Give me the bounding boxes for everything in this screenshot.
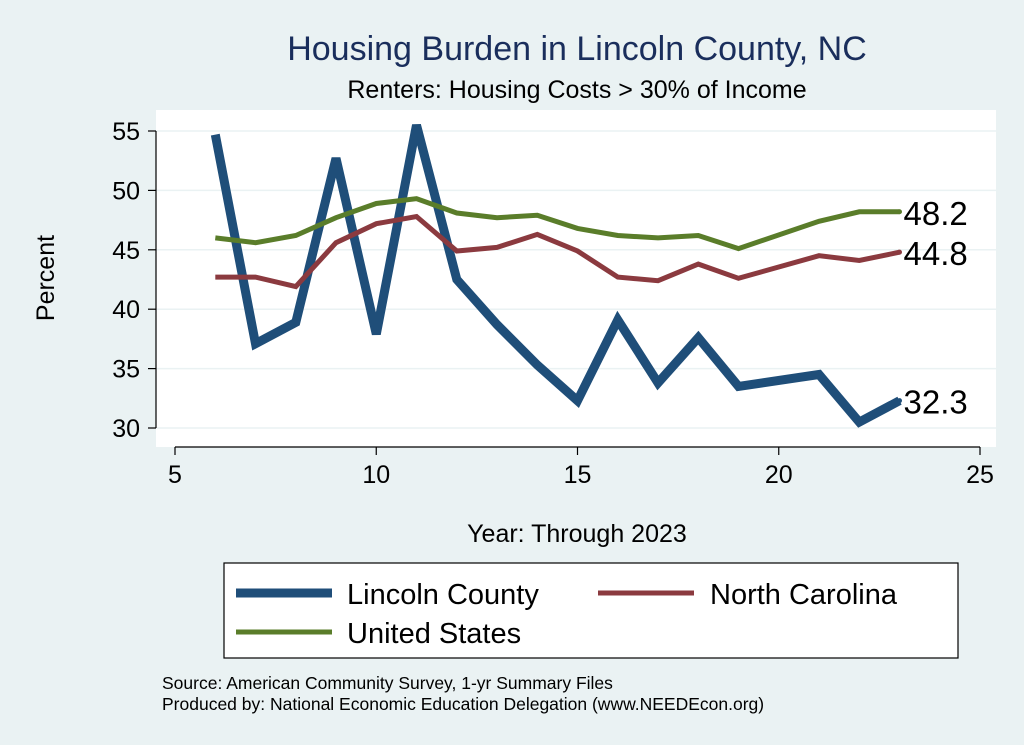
legend: Lincoln County North Carolina United Sta… [223, 562, 959, 659]
legend-box [223, 562, 959, 659]
produced-by-note: Produced by: National Economic Education… [162, 694, 764, 714]
y-tick-label-40: 40 [112, 296, 140, 324]
x-axis-label: Year: Through 2023 [467, 520, 687, 548]
x-tick-label-20: 20 [765, 461, 793, 489]
series-end-point-north-carolina [897, 249, 902, 255]
end-label-north-carolina: 44.8 [904, 235, 968, 272]
x-tick-label-15: 15 [564, 461, 592, 489]
series-end-point-united-states [897, 209, 902, 215]
legend-label-united-states: United States [347, 618, 521, 650]
chart-title: Housing Burden in Lincoln County, NC [287, 30, 867, 68]
series-lines [210, 123, 902, 428]
y-tick-label-50: 50 [112, 177, 140, 205]
legend-label-north-carolina: North Carolina [710, 579, 898, 611]
grid-lines [156, 130, 996, 429]
series-line-united-states [215, 196, 900, 252]
chart-subtitle: Renters: Housing Costs > 30% of Income [347, 76, 806, 104]
source-note: Source: American Community Survey, 1-yr … [162, 673, 613, 693]
series-line-north-carolina [215, 213, 901, 290]
series-end-point-lincoln-county [897, 398, 902, 404]
y-tick-label-45: 45 [112, 237, 140, 265]
end-label-united-states: 48.2 [904, 195, 968, 232]
end-label-lincoln-county: 32.3 [904, 384, 968, 421]
plot-area [156, 110, 996, 447]
x-tick-label-25: 25 [966, 461, 994, 489]
y-tick-label-30: 30 [112, 415, 140, 443]
y-axis-label: Percent [32, 235, 60, 321]
y-tick-label-55: 55 [112, 118, 140, 146]
legend-label-lincoln-county: Lincoln County [347, 579, 539, 611]
series-line-lincoln-county [210, 123, 902, 428]
x-tick-label-5: 5 [168, 461, 182, 489]
x-tick-label-10: 10 [362, 461, 390, 489]
y-tick-label-35: 35 [112, 356, 140, 384]
end-labels: 32.3 44.848.2 [904, 195, 968, 421]
